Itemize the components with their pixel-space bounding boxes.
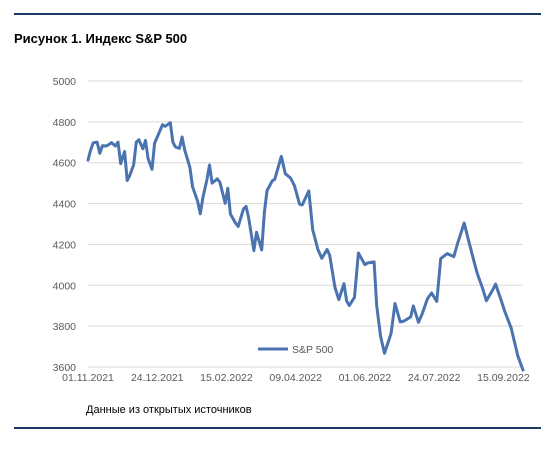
sp500-chart: 3600 3800 4000 4200 4400 4600 4800 5000 01.11.20…: [14, 64, 541, 394]
y-tick-label: 4000: [53, 280, 77, 292]
series-line-sp500: [86, 121, 525, 372]
legend: S&P 500: [258, 344, 333, 356]
gridlines: [88, 80, 523, 368]
bottom-rule: [14, 427, 541, 429]
x-tick-label: 15.02.2022: [200, 372, 253, 384]
y-tick-label: 4200: [53, 239, 77, 251]
chart-svg: 3600 3800 4000 4200 4400 4600 4800 5000 01.11.20…: [53, 76, 530, 384]
legend-label: S&P 500: [292, 344, 333, 356]
x-tick-label: 24.07.2022: [408, 372, 461, 384]
top-rule: [14, 13, 541, 15]
x-tick-label: 01.11.2021: [62, 372, 114, 384]
y-tick-label: 4800: [53, 117, 77, 129]
source-note: Данные из открытых источников: [86, 404, 252, 416]
y-tick-label: 4600: [53, 158, 77, 170]
y-tick-label: 5000: [53, 76, 77, 88]
y-tick-label: 3600: [53, 362, 77, 374]
x-tick-label: 24.12.2021: [131, 372, 184, 384]
x-tick-label: 15.09.2022: [477, 372, 530, 384]
series-layer: [86, 121, 525, 372]
x-tick-label: 09.04.2022: [269, 372, 322, 384]
axes: 3600 3800 4000 4200 4400 4600 4800 5000 01.11.20…: [53, 76, 530, 384]
figure-title: Рисунок 1. Индекс S&P 500: [14, 31, 188, 46]
y-tick-label: 4400: [53, 199, 77, 211]
x-tick-label: 01.06.2022: [339, 372, 392, 384]
y-tick-label: 3800: [53, 321, 77, 333]
